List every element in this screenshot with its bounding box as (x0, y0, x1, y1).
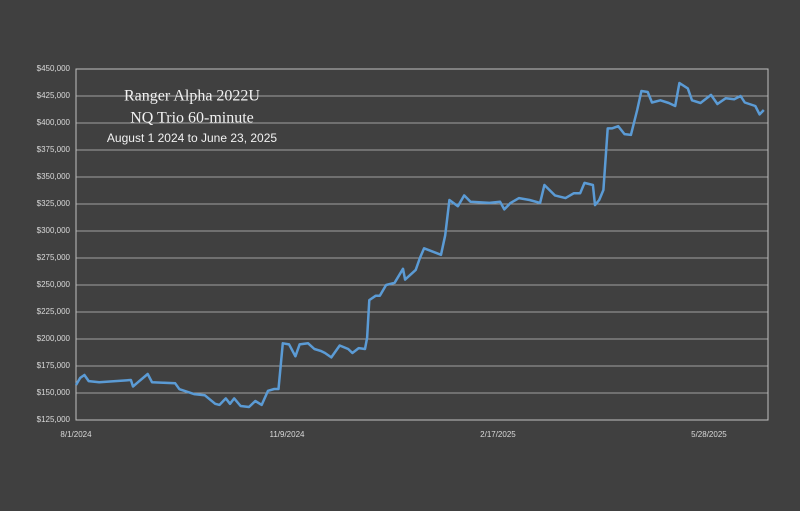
y-tick-label: $175,000 (37, 361, 71, 370)
y-tick-label: $375,000 (37, 145, 71, 154)
plot-border (75, 68, 769, 421)
y-tick-label: $125,000 (37, 415, 71, 424)
chart-subtitle: NQ Trio 60-minute (130, 110, 254, 127)
y-tick-label: $300,000 (37, 226, 71, 235)
series (74, 81, 765, 409)
y-tick-label: $225,000 (37, 307, 71, 316)
chart-title: Ranger Alpha 2022U (124, 88, 260, 105)
data-line (74, 81, 765, 409)
x-tick-label: 5/28/2025 (691, 430, 727, 439)
y-tick-label: $250,000 (37, 280, 71, 289)
x-tick-label: 2/17/2025 (480, 430, 516, 439)
y-tick-label: $350,000 (37, 172, 71, 181)
y-tick-label: $400,000 (37, 118, 71, 127)
y-tick-label: $425,000 (37, 91, 71, 100)
y-tick-label: $200,000 (37, 334, 71, 343)
y-tick-label: $275,000 (37, 253, 71, 262)
date-range: August 1 2024 to June 23, 2025 (107, 131, 277, 145)
y-tick-label: $150,000 (37, 388, 71, 397)
y-tick-label: $325,000 (37, 199, 71, 208)
x-tick-label: 8/1/2024 (60, 430, 92, 439)
x-tick-label: 11/9/2024 (269, 430, 305, 439)
y-tick-label: $450,000 (37, 64, 71, 73)
